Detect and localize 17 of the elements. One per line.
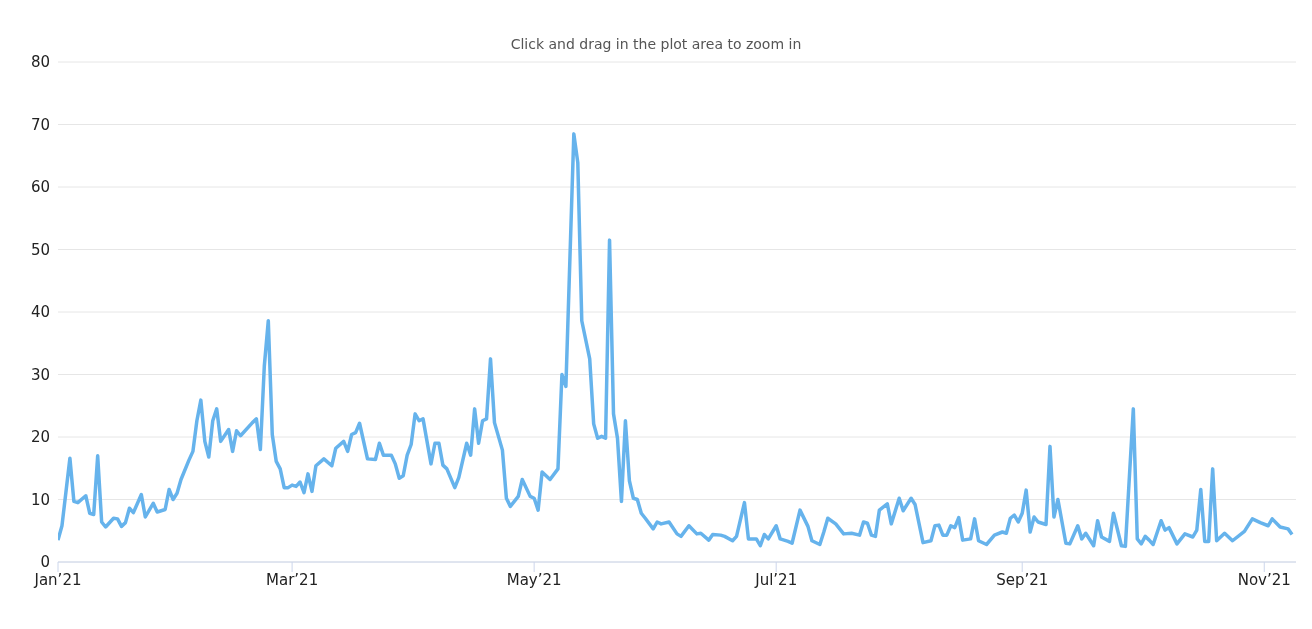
x-tick-label: May’21 bbox=[506, 570, 562, 589]
x-tick-label: Sep’21 bbox=[996, 570, 1049, 589]
y-tick-label: 30 bbox=[30, 365, 50, 384]
y-tick-label: 20 bbox=[30, 428, 50, 447]
y-tick-label: 60 bbox=[30, 178, 50, 197]
x-tick-label: Nov’21 bbox=[1237, 570, 1291, 589]
y-tick-label: 80 bbox=[30, 53, 50, 72]
y-tick-label: 10 bbox=[30, 490, 50, 509]
x-tick-label: Mar’21 bbox=[266, 570, 319, 589]
y-tick-label: 40 bbox=[30, 303, 50, 322]
x-tick-label: Jul’21 bbox=[754, 570, 798, 589]
y-tick-label: 50 bbox=[30, 240, 50, 259]
x-tick-label: Jan’21 bbox=[33, 570, 82, 589]
chart-subtitle: Click and drag in the plot area to zoom in bbox=[509, 35, 803, 52]
line-series bbox=[58, 132, 1294, 549]
y-tick-label: 70 bbox=[30, 115, 50, 134]
y-tick-label: 0 bbox=[40, 553, 50, 572]
